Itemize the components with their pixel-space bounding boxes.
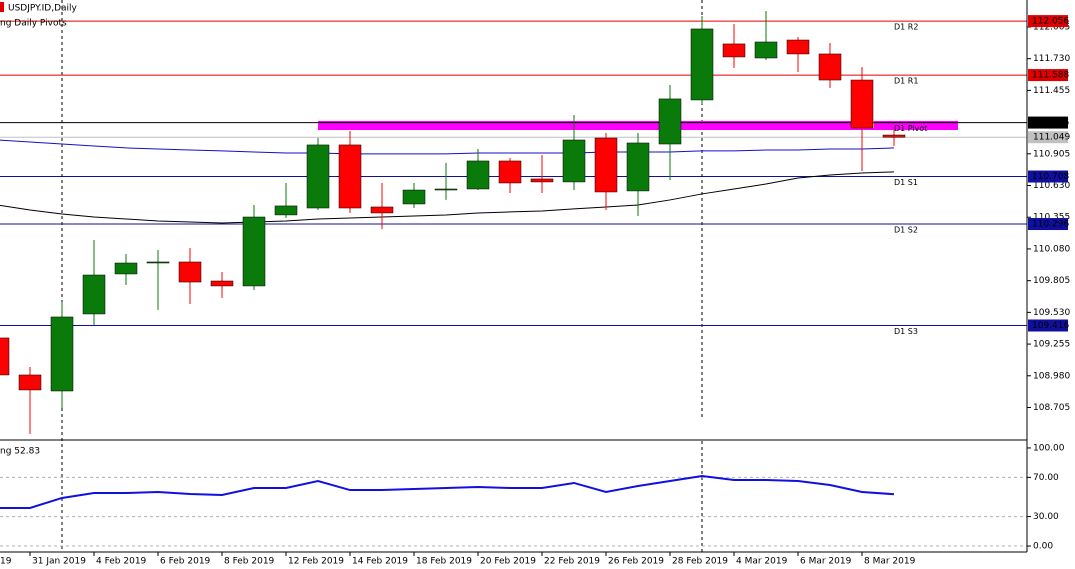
candle-body xyxy=(786,39,810,55)
x-tick-label: 20 Feb 2019 xyxy=(480,557,536,567)
candle-body xyxy=(178,261,202,283)
candle-body xyxy=(0,337,10,376)
pivot-price-label: 110.296 xyxy=(1032,220,1069,230)
chart-title: USDJPY.ID,Daily xyxy=(8,4,78,14)
x-tick-label: 31 Jan 2019 xyxy=(32,557,86,567)
y-tick-label: 70.00 xyxy=(1033,473,1059,483)
candle-body xyxy=(18,374,42,391)
y-tick-label: 111.455 xyxy=(1033,86,1070,96)
pivot-price-label: 111.588 xyxy=(1032,71,1069,81)
y-tick-label: 109.255 xyxy=(1033,340,1070,350)
pivot-label: D1 R1 xyxy=(894,77,918,86)
y-tick-label: 0.00 xyxy=(1033,542,1053,552)
x-tick-label: 6 Mar 2019 xyxy=(800,557,852,567)
pivot-price-box xyxy=(1028,116,1068,129)
x-tick-label: 26 Feb 2019 xyxy=(608,557,664,567)
symbol-icon xyxy=(0,2,4,12)
pivot-price-label: 111.176 xyxy=(1032,118,1069,128)
x-tick-label: 28 Feb 2019 xyxy=(672,557,728,567)
pivot-price-box xyxy=(1028,218,1068,231)
candle-body xyxy=(146,261,170,264)
indicator-title: ng Daily Pivots xyxy=(0,19,67,29)
pivot-zone xyxy=(318,121,958,130)
x-tick-label: 22 Feb 2019 xyxy=(544,557,600,567)
indicator-title: ng 52.83 xyxy=(0,447,40,457)
candle-body xyxy=(658,98,682,145)
x-tick-label: 4 Mar 2019 xyxy=(736,557,788,567)
y-tick-label: 111.730 xyxy=(1033,54,1070,64)
pivot-price-box xyxy=(1028,15,1068,28)
y-tick-label: 112.005 xyxy=(1033,22,1070,32)
candle-body xyxy=(402,189,426,205)
candle-body xyxy=(754,41,778,59)
pivot-price-box xyxy=(1028,319,1068,332)
y-tick-label: 110.905 xyxy=(1033,149,1070,159)
pivot-label: D1 S1 xyxy=(894,178,918,187)
pivot-price-box xyxy=(1028,69,1068,82)
candle-body xyxy=(530,178,554,183)
pivot-label: D1 Pivot xyxy=(894,124,927,133)
x-tick-label: 8 Mar 2019 xyxy=(864,557,916,567)
pivot-price-box xyxy=(1028,170,1068,183)
pivot-label: D1 S3 xyxy=(894,327,918,336)
current-price-box xyxy=(1028,131,1068,144)
y-tick-label: 109.805 xyxy=(1033,276,1070,286)
candle-body xyxy=(722,43,746,58)
y-tick-label: 30.00 xyxy=(1033,512,1059,522)
y-tick-label: 108.705 xyxy=(1033,403,1070,413)
candle-body xyxy=(114,262,138,275)
x-tick-label: 6 Feb 2019 xyxy=(160,557,211,567)
y-tick-label: 110.080 xyxy=(1033,244,1070,254)
current-price-label: 111.049 xyxy=(1033,133,1070,143)
y-tick-label: 110.630 xyxy=(1033,181,1070,191)
pivot-label: D1 S2 xyxy=(894,226,918,235)
x-tick-label: 8 Feb 2019 xyxy=(224,557,275,567)
moving-average xyxy=(0,139,895,155)
candle-body xyxy=(850,79,874,129)
candle-body xyxy=(466,160,490,190)
candle-body xyxy=(498,160,522,184)
candle-body xyxy=(338,144,362,209)
candle-body xyxy=(562,139,586,183)
candle-body xyxy=(210,280,234,287)
candle-body xyxy=(626,142,650,192)
candle-body xyxy=(690,28,714,101)
plot-layer: 112.005 111.730 111.455 110.905 110.630 110.3… xyxy=(0,10,1070,567)
pivot-price-label: 109.416 xyxy=(1032,321,1069,331)
pivot-price-label: 112.056 xyxy=(1032,17,1069,27)
y-tick-label: 100.00 xyxy=(1033,443,1065,453)
candle-body xyxy=(50,316,74,392)
candle-body xyxy=(818,53,842,81)
candle-body xyxy=(306,144,330,209)
indicator-line xyxy=(0,474,895,509)
candle-body xyxy=(274,205,298,216)
candle-body xyxy=(882,134,906,138)
x-tick-label: 19 xyxy=(0,557,12,567)
x-tick-label: 4 Feb 2019 xyxy=(96,557,147,567)
x-tick-label: 14 Feb 2019 xyxy=(352,557,408,567)
candle-body xyxy=(594,137,618,193)
y-tick-label: 108.980 xyxy=(1033,371,1070,381)
moving-average xyxy=(0,171,895,224)
y-tick-label: 110.355 xyxy=(1033,213,1070,223)
x-tick-label: 12 Feb 2019 xyxy=(288,557,344,567)
candle-body xyxy=(82,274,106,315)
candle-body xyxy=(242,216,266,287)
pivot-price-label: 110.708 xyxy=(1032,172,1069,182)
candle-body xyxy=(370,206,394,214)
x-tick-label: 18 Feb 2019 xyxy=(416,557,472,567)
pivot-label: D1 R2 xyxy=(894,23,918,32)
candle-body xyxy=(434,188,458,191)
y-tick-label: 109.530 xyxy=(1033,308,1070,318)
